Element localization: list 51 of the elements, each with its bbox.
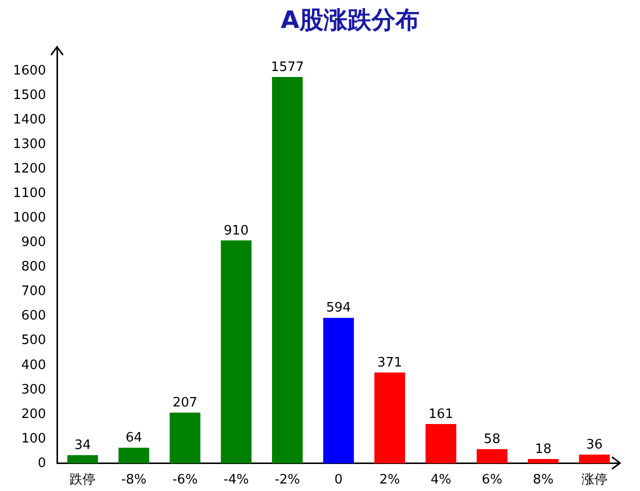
data-label: 1577 <box>270 60 304 75</box>
bar <box>272 76 303 464</box>
x-tick-label: 8% <box>532 472 554 488</box>
bar <box>528 458 559 464</box>
bar <box>426 424 456 464</box>
x-tick-label: 跌停 <box>70 472 96 488</box>
x-tick-label: -4% <box>224 472 249 488</box>
y-tick-label: 700 <box>21 284 46 300</box>
data-label: 64 <box>126 430 142 446</box>
bar <box>220 240 252 464</box>
y-tick-label: 1100 <box>12 186 46 202</box>
y-tick-label: 600 <box>21 308 46 324</box>
x-tick-label: -2% <box>274 472 300 488</box>
x-tick-label: 6% <box>482 472 502 488</box>
y-tick-label: 400 <box>21 358 46 373</box>
y-tick-label: 1300 <box>12 137 46 152</box>
bar <box>323 318 354 464</box>
data-label: 36 <box>586 437 603 452</box>
data-label: 34 <box>74 438 91 453</box>
x-tick-label: 0 <box>334 472 343 488</box>
data-label: 910 <box>224 223 249 238</box>
y-tick-label: 1500 <box>12 88 46 104</box>
y-tick-label: 1000 <box>12 210 46 226</box>
y-tick-label: 100 <box>21 431 46 446</box>
y-tick-label: 0 <box>38 456 46 471</box>
data-label: 58 <box>484 432 500 448</box>
bar <box>374 372 406 464</box>
x-tick-label: -8% <box>121 472 147 488</box>
data-label: 207 <box>172 396 198 411</box>
y-tick-label: 500 <box>21 333 46 348</box>
y-tick-label: 1200 <box>12 162 46 177</box>
x-tick-label: 4% <box>430 472 452 488</box>
data-label: 594 <box>326 300 351 316</box>
bar <box>476 449 508 464</box>
y-tick-label: 800 <box>21 260 46 275</box>
chart-title: A股涨跌分布 <box>280 5 420 36</box>
bar <box>118 448 150 464</box>
bar <box>67 455 98 464</box>
y-tick-label: 900 <box>21 235 46 250</box>
y-tick-label: 300 <box>21 382 46 398</box>
x-tick-label: -6% <box>172 472 198 488</box>
bar <box>170 412 200 464</box>
x-tick-label: 涨停 <box>581 472 608 488</box>
data-label: 161 <box>428 406 454 422</box>
y-tick-label: 1400 <box>12 112 46 128</box>
data-label: 371 <box>377 355 402 370</box>
data-label: 18 <box>534 442 552 457</box>
bar <box>579 454 610 464</box>
y-tick-label: 1600 <box>12 64 46 79</box>
y-tick-label: 200 <box>21 406 46 422</box>
x-tick-label: 2% <box>379 472 400 488</box>
